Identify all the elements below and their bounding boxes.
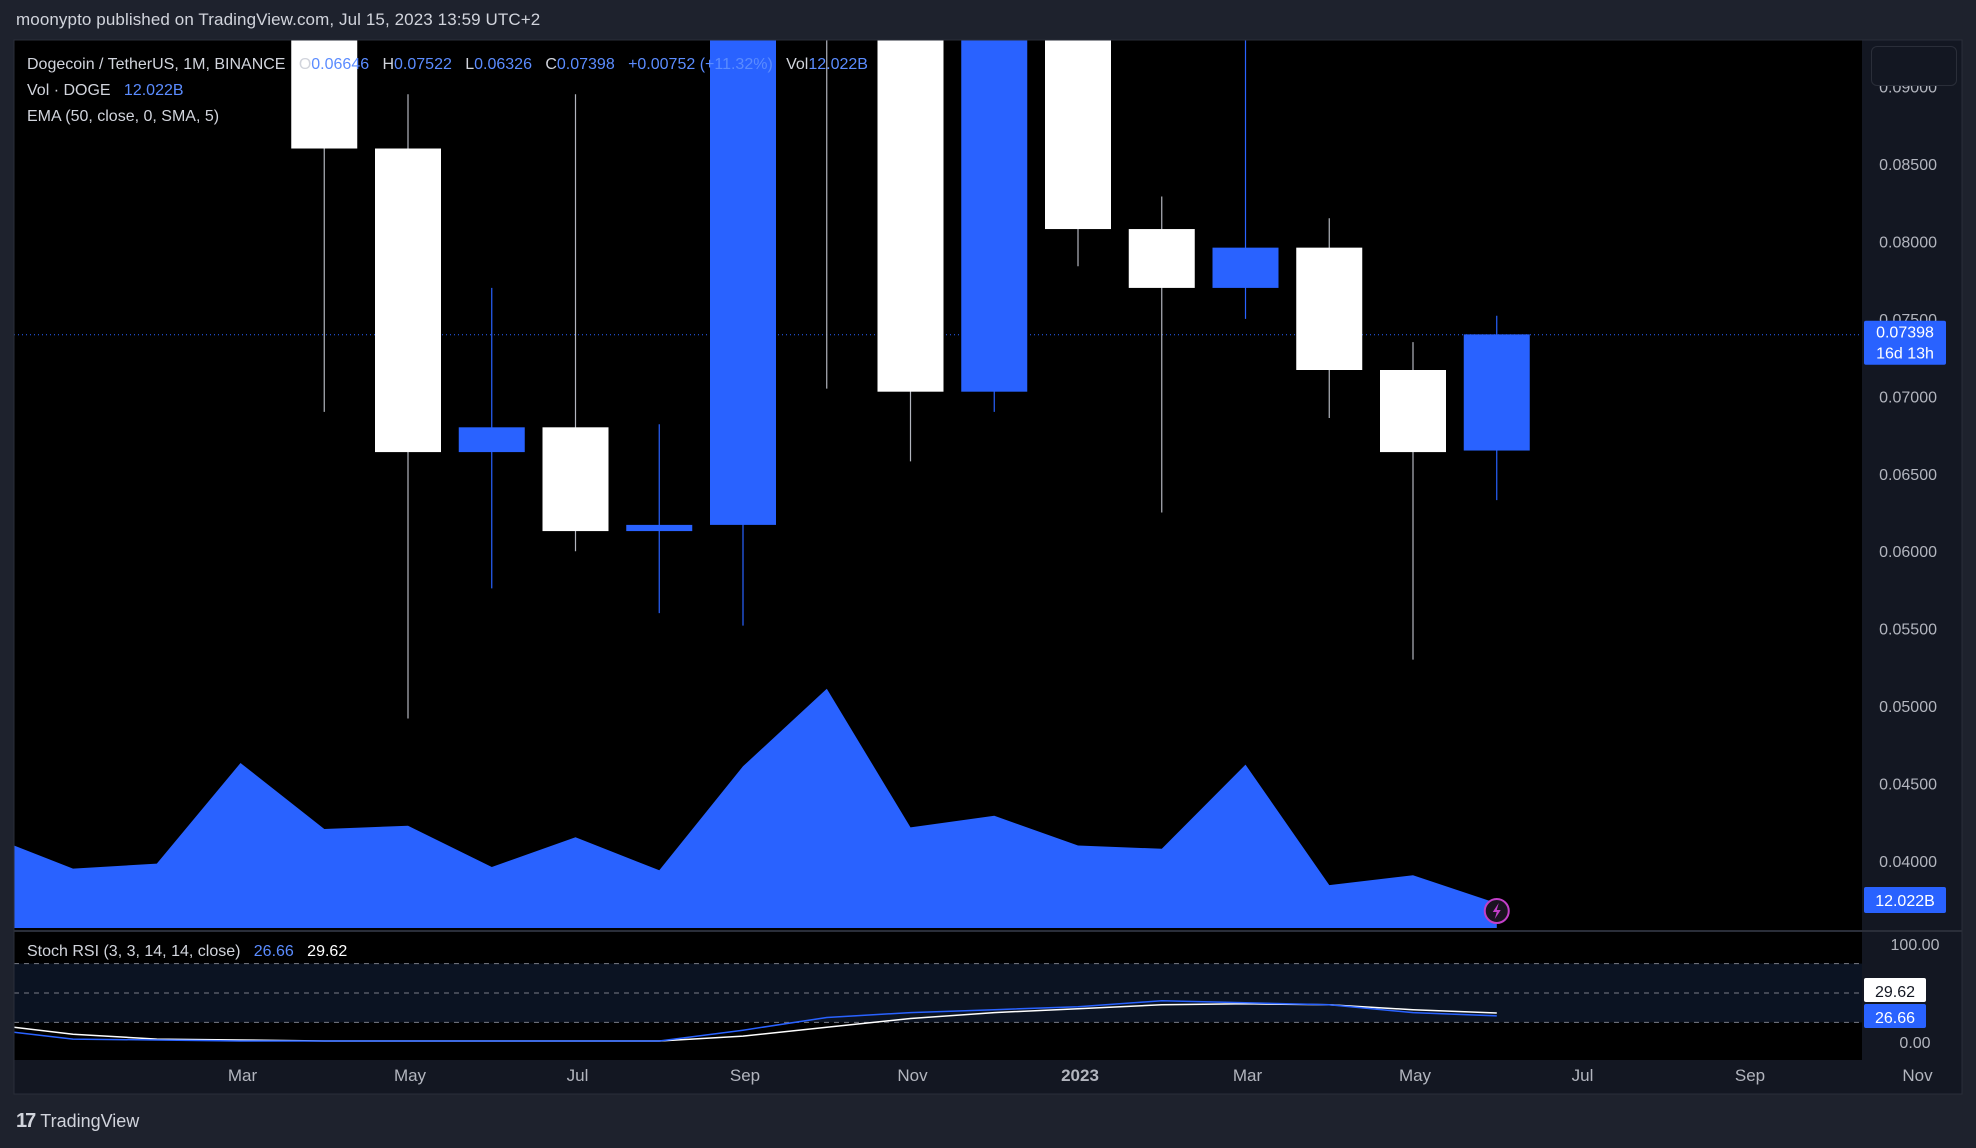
price-tick-1: 0.08500 [1879,157,1937,174]
time-tick-5: 2023 [1061,1066,1099,1085]
stoch-d-line [13,1003,1497,1042]
candle-body-7 [877,40,944,392]
candle-body-9 [1045,40,1111,230]
time-tick-4: Nov [897,1066,928,1085]
stoch-legend-k-value: 26.66 [253,943,294,960]
price-tick-2: 0.08000 [1879,234,1937,251]
main-pane-group [14,40,1862,928]
countdown-label: 16d 13h [1876,346,1934,363]
candle-body-2 [458,427,525,453]
stoch-legend: Stoch RSI (3, 3, 14, 14, close) 26.66 29… [27,943,347,961]
candle-body-12 [1296,247,1363,371]
candle-body-5 [710,40,776,525]
time-tick-7: May [1399,1066,1432,1085]
candle-body-10 [1128,229,1195,288]
time-tick-0: Mar [228,1066,258,1085]
stoch-legend-d-value: 29.62 [307,943,348,960]
last-price-label: 0.07398 [1876,325,1934,342]
stoch-k-badge [1864,1004,1926,1028]
price-tick-7: 0.05500 [1879,622,1937,639]
candle-body-4 [626,524,693,532]
tradingview-logo-icon: 17 [16,1110,36,1132]
time-axis-bg [14,1060,1962,1094]
time-tick-8: Jul [1572,1066,1594,1085]
stoch-legend-label[interactable]: Stoch RSI (3, 3, 14, 14, close) [27,943,241,960]
stoch-d-badge-label: 29.62 [1875,984,1915,1001]
time-tick-2: Jul [567,1066,589,1085]
publisher-line: moonypto published on TradingView.com, J… [16,10,541,29]
price-tick-6: 0.06000 [1879,544,1937,561]
price-tick-4: 0.07000 [1879,389,1937,406]
stoch-k-badge-label: 26.66 [1875,1010,1915,1027]
lightning-bolt-icon [1492,903,1501,919]
candle-body-11 [1212,247,1279,288]
time-tick-3: Sep [730,1066,760,1085]
time-tick-6: Mar [1233,1066,1263,1085]
chart-frame [13,39,1963,1095]
stoch-axis-tick-1: 0.00 [1899,1035,1930,1052]
candle-body-8 [961,40,1028,392]
candle-body-1 [375,148,441,453]
time-tick-10: Nov [1902,1066,1933,1085]
last-price-badge [1864,320,1946,365]
candle-body-13 [1380,370,1446,453]
price-tick-10: 0.04000 [1879,854,1937,871]
price-axis-bg [1862,40,1962,1094]
stoch-k-line [13,1000,1497,1042]
footer-brand-label: TradingView [40,1111,140,1131]
chart-control-button[interactable] [1871,46,1957,86]
price-tick-9: 0.04500 [1879,777,1937,794]
candle-body-14 [1463,334,1530,451]
footer-brand[interactable]: 17 TradingView [16,1110,139,1133]
price-tick-5: 0.06500 [1879,467,1937,484]
price-tick-8: 0.05000 [1879,699,1937,716]
candle-body-0 [291,40,358,149]
stoch-d-badge [1864,978,1926,1002]
stoch-axis-tick-0: 100.00 [1891,937,1940,954]
time-tick-9: Sep [1735,1066,1765,1085]
volume-badge [1864,887,1946,913]
volume-axis-label: 12.022B [1875,893,1935,910]
candle-body-3 [542,427,609,532]
volume-area [14,688,1497,928]
time-tick-1: May [394,1066,427,1085]
